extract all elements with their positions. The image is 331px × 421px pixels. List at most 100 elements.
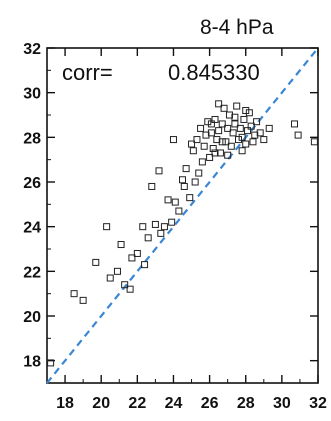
y-tick-label: 22 — [23, 264, 41, 281]
data-point — [215, 100, 223, 108]
data-point — [175, 207, 183, 215]
data-point — [240, 115, 248, 123]
y-tick-label: 24 — [23, 220, 41, 237]
data-point — [206, 153, 214, 161]
data-point — [168, 218, 176, 226]
data-point — [191, 178, 199, 186]
data-point — [113, 267, 121, 275]
identity-line — [46, 47, 319, 384]
data-point — [207, 120, 215, 128]
y-tick-label: 28 — [23, 130, 41, 147]
data-point — [253, 118, 261, 126]
data-point — [139, 223, 147, 231]
corr-value: 0.845330 — [168, 60, 260, 85]
data-point — [207, 129, 215, 137]
data-point — [164, 196, 172, 204]
x-tick-label: 28 — [237, 395, 255, 412]
data-point — [256, 129, 264, 137]
data-point — [193, 136, 201, 144]
data-point — [245, 109, 253, 117]
data-point — [247, 122, 255, 130]
data-point — [222, 138, 230, 146]
data-point — [117, 241, 125, 249]
data-point — [188, 140, 196, 148]
data-point — [160, 223, 168, 231]
x-tick-label: 24 — [165, 395, 183, 412]
data-point — [151, 220, 159, 228]
data-point — [231, 113, 239, 121]
data-point — [249, 138, 257, 146]
data-point — [224, 124, 232, 132]
data-point — [128, 254, 136, 262]
data-point — [169, 136, 177, 144]
data-point — [211, 115, 219, 123]
data-point — [215, 127, 223, 135]
data-point — [218, 138, 226, 146]
data-point — [103, 223, 111, 231]
data-point — [225, 111, 233, 119]
data-point — [236, 124, 244, 132]
data-point — [310, 138, 318, 146]
data-point — [227, 142, 235, 150]
data-point — [218, 120, 226, 128]
data-point — [211, 149, 219, 157]
plot-layer: 18 20 22 24 26 28 30 32 18 20 22 24 26 28 30 32 — [23, 41, 327, 412]
data-point — [126, 285, 134, 293]
data-point — [202, 131, 210, 139]
data-point — [242, 107, 250, 115]
data-point — [47, 359, 55, 367]
y-tick-label: 18 — [23, 354, 41, 371]
data-point — [79, 296, 87, 304]
data-point — [251, 131, 259, 139]
data-point — [233, 102, 241, 110]
x-tick-label: 30 — [273, 395, 291, 412]
data-point — [182, 165, 190, 173]
data-point — [294, 131, 302, 139]
data-point — [141, 261, 149, 269]
x-tick-label: 32 — [309, 395, 327, 412]
data-point — [209, 145, 217, 152]
data-point — [220, 104, 228, 112]
data-point — [171, 198, 179, 206]
data-point — [195, 169, 203, 177]
data-point — [244, 127, 252, 135]
chart-title: 8-4 hPa — [200, 16, 274, 39]
x-tick-label: 20 — [92, 395, 110, 412]
data-point — [92, 258, 100, 266]
data-point — [155, 167, 163, 175]
y-tick-label: 26 — [23, 175, 41, 192]
data-point — [235, 136, 243, 144]
plot-frame — [46, 47, 319, 384]
data-point — [148, 182, 156, 190]
data-point — [242, 140, 250, 148]
data-point — [133, 249, 141, 257]
data-point — [106, 274, 114, 282]
data-point — [121, 281, 129, 289]
data-point — [216, 149, 224, 157]
corr-label: corr= — [62, 60, 113, 85]
data-point — [198, 158, 206, 166]
y-tick-label: 32 — [23, 41, 41, 58]
data-point — [229, 129, 237, 137]
data-point — [213, 136, 221, 144]
data-point — [186, 194, 194, 202]
data-point — [70, 290, 78, 298]
data-point — [260, 136, 268, 144]
data-point — [291, 120, 299, 128]
data-point — [180, 182, 188, 190]
y-tick-label: 20 — [23, 309, 41, 326]
data-point — [179, 176, 186, 184]
data-point — [224, 151, 232, 159]
x-tick-label: 22 — [128, 395, 146, 412]
y-tick-label: 30 — [23, 86, 41, 103]
data-point — [197, 124, 205, 132]
data-point — [265, 124, 273, 132]
data-point — [238, 147, 246, 155]
data-point — [204, 118, 212, 126]
data-point — [238, 133, 246, 141]
data-point — [200, 142, 208, 150]
x-tick-label: 26 — [201, 395, 219, 412]
data-point — [189, 147, 197, 155]
x-tick-label: 18 — [56, 395, 74, 412]
